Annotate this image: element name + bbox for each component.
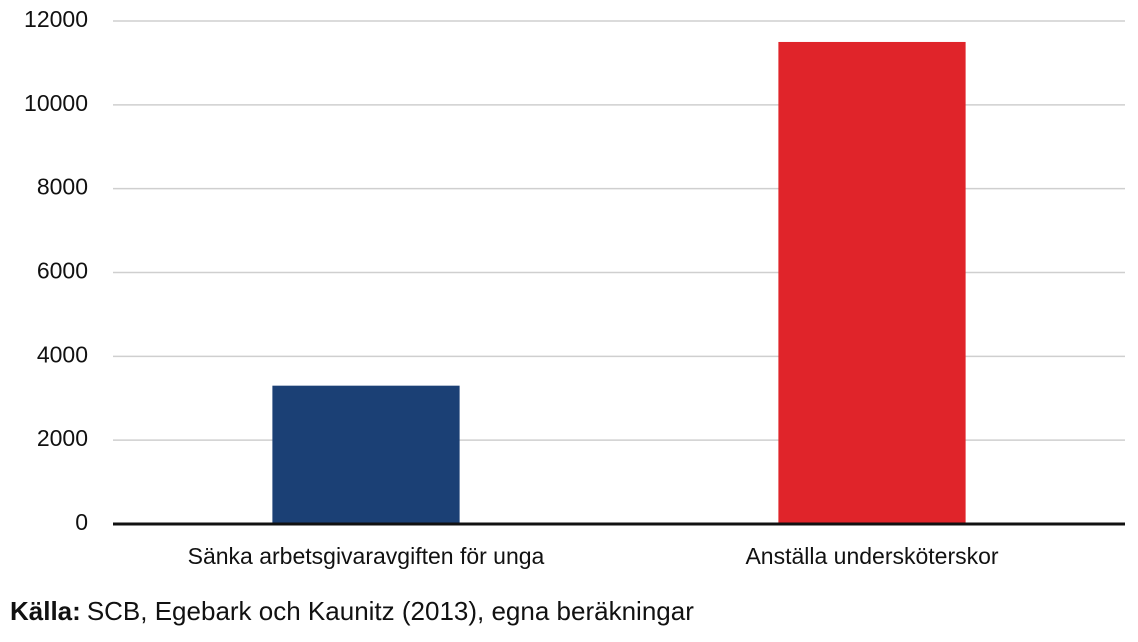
y-tick-label: 0 bbox=[75, 509, 88, 535]
source-text: SCB, Egebark och Kaunitz (2013), egna be… bbox=[87, 596, 694, 626]
y-tick-label: 6000 bbox=[37, 258, 88, 284]
source-label: Källa: bbox=[10, 596, 81, 626]
y-tick-label: 2000 bbox=[37, 425, 88, 451]
x-tick-label: Anställa undersköterskor bbox=[745, 543, 998, 569]
y-tick-label: 8000 bbox=[37, 174, 88, 200]
y-tick-label: 10000 bbox=[24, 90, 88, 116]
x-tick-label: Sänka arbetsgivaravgiften för unga bbox=[188, 543, 545, 569]
bar bbox=[778, 41, 966, 524]
bar bbox=[272, 385, 460, 524]
y-tick-label: 12000 bbox=[24, 6, 88, 32]
y-tick-label: 4000 bbox=[37, 341, 88, 367]
source-note: Källa: SCB, Egebark och Kaunitz (2013), e… bbox=[10, 596, 694, 626]
